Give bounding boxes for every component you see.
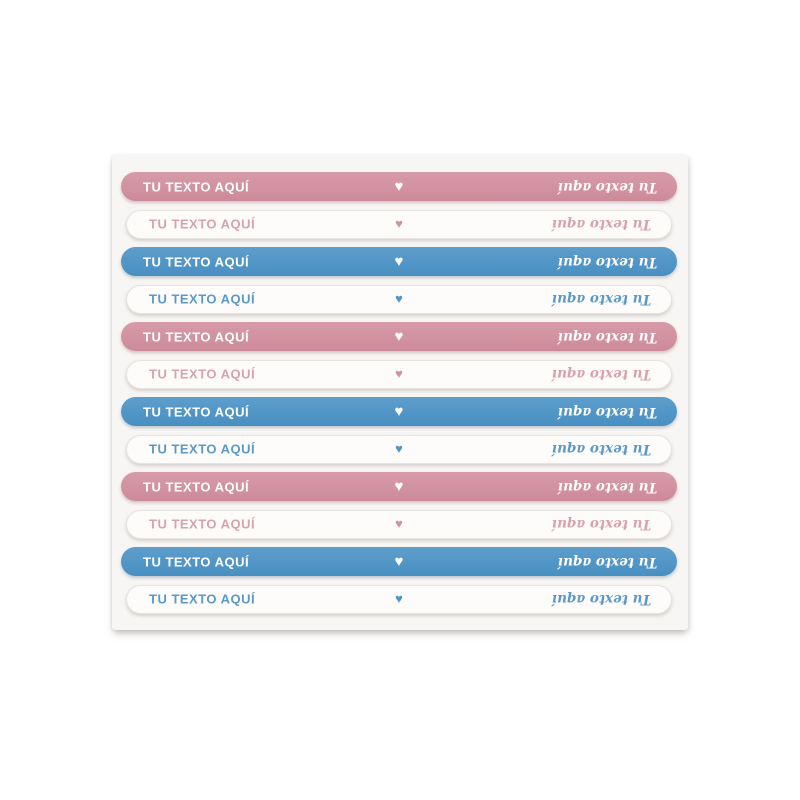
strip-text-left: TU TEXTO AQUÍ — [149, 441, 256, 457]
label-sheet: TU TEXTO AQUÍ ♥ Tu texto aquí TU TEXTO A… — [112, 155, 688, 630]
heart-icon: ♥ — [395, 290, 403, 306]
strip-text-right-rotated: Tu texto aquí — [551, 291, 651, 307]
heart-icon: ♥ — [395, 215, 403, 231]
label-strip: TU TEXTO AQUÍ ♥ Tu texto aquí — [121, 397, 677, 426]
strip-text-left: TU TEXTO AQUÍ — [149, 291, 256, 307]
strip-text-left: TU TEXTO AQUÍ — [149, 591, 256, 607]
strip-text-right-rotated: Tu texto aquí — [551, 366, 651, 382]
heart-icon: ♥ — [394, 477, 404, 495]
heart-icon: ♥ — [395, 440, 403, 456]
strip-text-left: TU TEXTO AQUÍ — [149, 366, 256, 382]
heart-icon: ♥ — [394, 252, 404, 270]
label-strip: TU TEXTO AQUÍ ♥ Tu texto aquí — [126, 509, 672, 539]
strip-text-left: TU TEXTO AQUÍ — [143, 329, 250, 344]
strip-text-right-rotated: Tu texto aquí — [557, 478, 657, 495]
strip-text-right-rotated: Tu texto aquí — [557, 403, 657, 420]
strip-text-right-rotated: Tu texto aquí — [551, 441, 651, 457]
strip-text-right-rotated: Tu texto aquí — [551, 591, 651, 607]
strip-text-right-rotated: Tu texto aquí — [551, 216, 651, 232]
strip-text-right-rotated: Tu texto aquí — [557, 553, 657, 570]
heart-icon: ♥ — [394, 552, 404, 570]
strip-text-left: TU TEXTO AQUÍ — [143, 404, 250, 419]
heart-icon: ♥ — [394, 177, 404, 195]
label-strip: TU TEXTO AQUÍ ♥ Tu texto aquí — [121, 247, 677, 276]
strip-text-left: TU TEXTO AQUÍ — [149, 216, 256, 232]
heart-icon: ♥ — [395, 590, 403, 606]
heart-icon: ♥ — [395, 365, 403, 381]
heart-icon: ♥ — [394, 327, 404, 345]
strip-text-right-rotated: Tu texto aquí — [557, 328, 657, 345]
label-strip: TU TEXTO AQUÍ ♥ Tu texto aquí — [121, 547, 677, 576]
label-strip-list: TU TEXTO AQUÍ ♥ Tu texto aquí TU TEXTO A… — [112, 155, 688, 630]
label-strip: TU TEXTO AQUÍ ♥ Tu texto aquí — [126, 209, 672, 239]
label-strip: TU TEXTO AQUÍ ♥ Tu texto aquí — [126, 434, 672, 464]
label-strip: TU TEXTO AQUÍ ♥ Tu texto aquí — [126, 584, 672, 614]
strip-text-left: TU TEXTO AQUÍ — [143, 554, 250, 569]
label-strip: TU TEXTO AQUÍ ♥ Tu texto aquí — [126, 359, 672, 389]
label-strip: TU TEXTO AQUÍ ♥ Tu texto aquí — [121, 472, 677, 501]
strip-text-right-rotated: Tu texto aquí — [557, 253, 657, 270]
strip-text-left: TU TEXTO AQUÍ — [143, 179, 250, 194]
label-strip: TU TEXTO AQUÍ ♥ Tu texto aquí — [121, 322, 677, 351]
strip-text-left: TU TEXTO AQUÍ — [149, 516, 256, 532]
label-strip: TU TEXTO AQUÍ ♥ Tu texto aquí — [126, 284, 672, 314]
strip-text-right-rotated: Tu texto aquí — [551, 516, 651, 532]
heart-icon: ♥ — [395, 515, 403, 531]
heart-icon: ♥ — [394, 402, 404, 420]
strip-text-left: TU TEXTO AQUÍ — [143, 479, 250, 494]
label-strip: TU TEXTO AQUÍ ♥ Tu texto aquí — [121, 172, 677, 201]
strip-text-right-rotated: Tu texto aquí — [557, 178, 657, 195]
strip-text-left: TU TEXTO AQUÍ — [143, 254, 250, 269]
